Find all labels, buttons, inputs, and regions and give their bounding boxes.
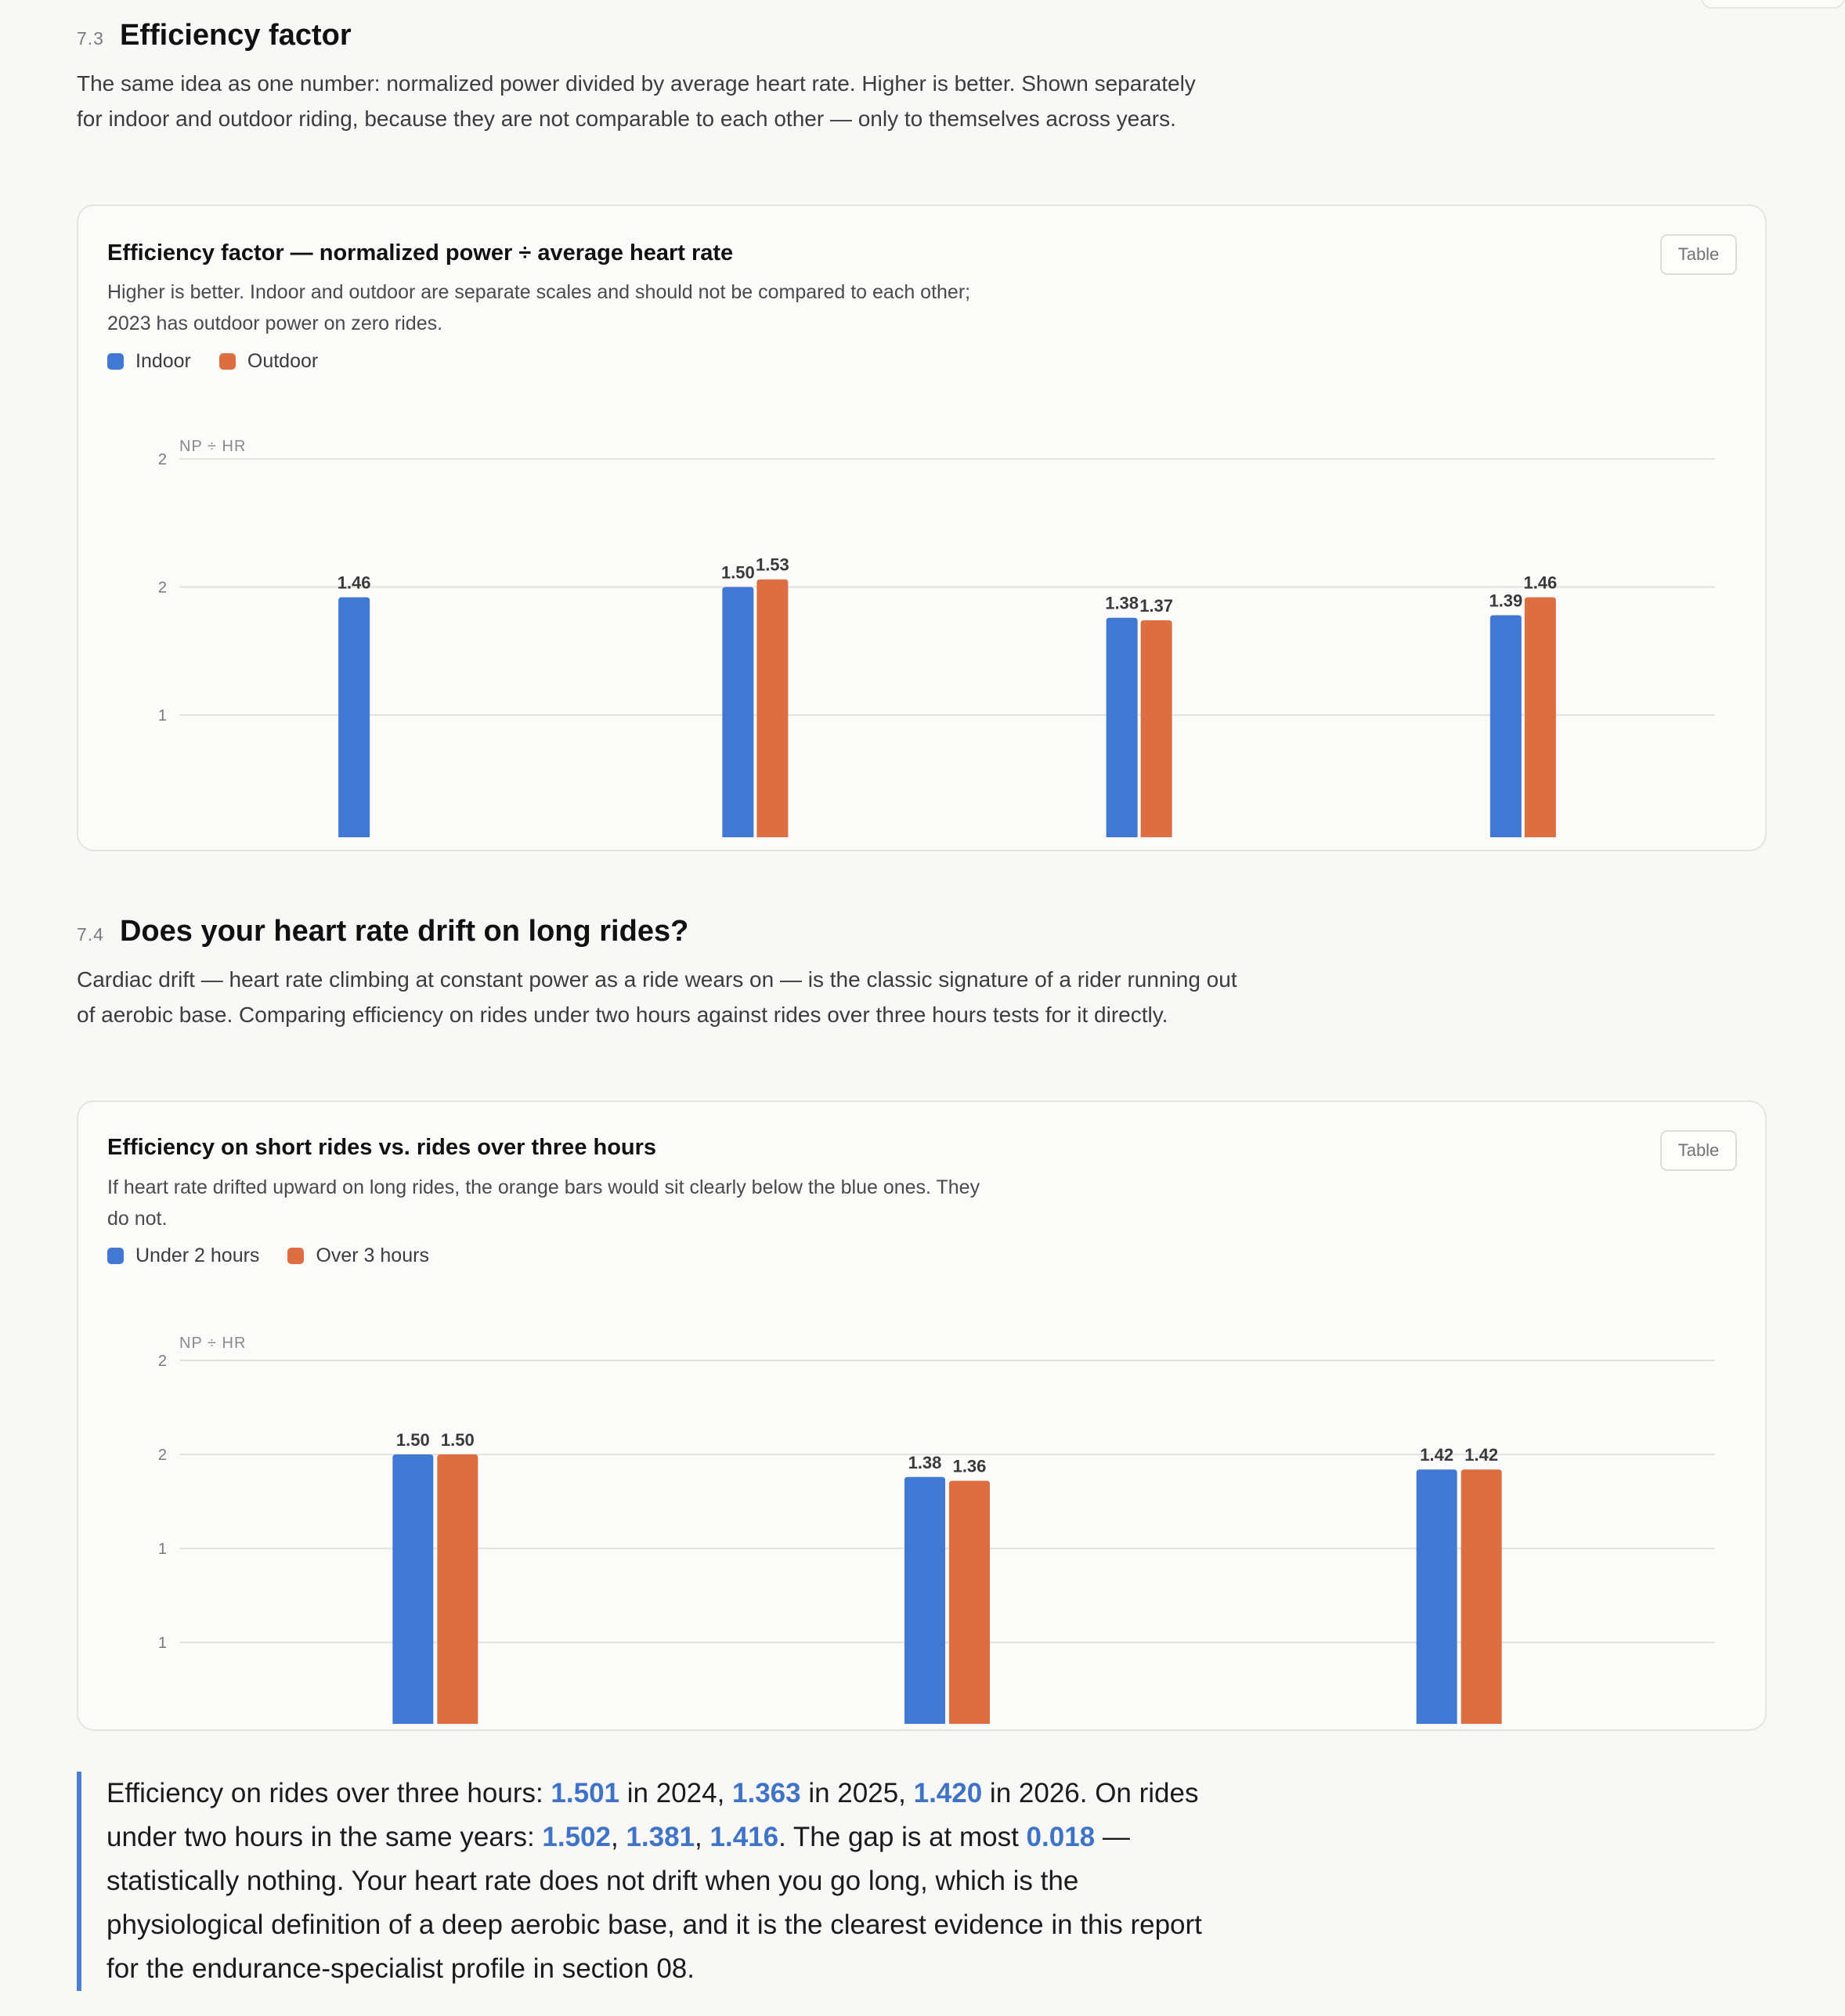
bar-value-label: 1.50 [441, 1430, 475, 1450]
callout-text: Efficiency on rides over three hours: [107, 1778, 551, 1808]
callout-text: in 2025, [800, 1778, 914, 1808]
card-subtitle-line-2: 2023 has outdoor power on zero rides. [107, 313, 443, 334]
callout-text: — statistically nothing. Your heart rate… [107, 1822, 1202, 1984]
y-tick-label: 2 [158, 451, 167, 468]
card-subtitle-line-2: do not. [107, 1208, 168, 1230]
section-heart-rate-drift: 7.4 Does your heart rate drift on long r… [77, 915, 1768, 1032]
bar-value-label: 1.53 [756, 555, 789, 575]
bar-under-2-hours-2026 [1416, 1469, 1457, 1724]
bar-value-label: 1.42 [1420, 1445, 1453, 1465]
bar-value-label: 1.42 [1464, 1445, 1498, 1465]
y-tick-label: 1 [158, 1541, 167, 1558]
chart-legend: Indoor Outdoor [107, 350, 346, 373]
section-heading: 7.3 Efficiency factor [77, 19, 1768, 52]
drift-conclusion-callout: Efficiency on rides over three hours: 1.… [77, 1772, 1236, 1991]
section-title: Efficiency factor [119, 19, 352, 52]
bar-outdoor-2025 [1140, 620, 1172, 837]
bar-outdoor-2026 [1524, 597, 1556, 837]
section-paragraph: The same idea as one number: normalized … [77, 71, 1196, 131]
section-paragraph: Cardiac drift — heart rate climbing at c… [77, 967, 1237, 1027]
bar-over-3-hours-2024 [437, 1454, 478, 1724]
legend-swatch-indoor [107, 353, 124, 370]
callout-text: in 2024, [619, 1778, 733, 1808]
y-tick-label: 1 [158, 1635, 167, 1652]
bar-over-3-hours-2025 [949, 1480, 990, 1724]
y-tick-label: 2 [158, 580, 167, 597]
callout-value: 1.416 [709, 1822, 779, 1852]
bar-outdoor-2024 [756, 579, 789, 837]
callout-text: in 2026. On rides under two hours in the… [107, 1778, 1199, 1852]
legend-label-indoor: Indoor [135, 350, 191, 372]
card-title: Efficiency on short rides vs. rides over… [107, 1135, 657, 1160]
efficiency-factor-bar-chart: NP ÷ HR011221.4620231.501.5320241.381.37… [158, 438, 1715, 838]
callout-value: 1.381 [626, 1822, 695, 1852]
card-subtitle: If heart rate drifted upward on long rid… [107, 1172, 1149, 1234]
bar-indoor-2023 [338, 597, 370, 837]
card-subtitle: Higher is better. Indoor and outdoor are… [107, 276, 1149, 339]
bar-value-label: 1.50 [396, 1430, 430, 1450]
callout-value: 1.502 [542, 1822, 611, 1852]
callout-text: . The gap is at most [778, 1822, 1027, 1852]
bar-under-2-hours-2024 [392, 1454, 434, 1724]
chart-card-efficiency-factor: Efficiency factor — normalized power ÷ a… [77, 204, 1767, 851]
callout-value: 1.501 [551, 1778, 620, 1808]
bar-over-3-hours-2026 [1460, 1469, 1502, 1724]
chart-card-short-vs-long-rides: Efficiency on short rides vs. rides over… [77, 1100, 1767, 1731]
card-title: Efficiency factor — normalized power ÷ a… [107, 240, 734, 266]
y-tick-label: 1 [158, 707, 167, 724]
bar-value-label: 1.38 [1105, 594, 1139, 613]
bar-value-label: 1.46 [1523, 573, 1557, 593]
callout-text: , [611, 1822, 626, 1852]
legend-swatch-outdoor [218, 353, 236, 370]
bar-value-label: 1.38 [908, 1453, 942, 1472]
y-tick-label: 2 [158, 1353, 167, 1370]
y-axis-label: NP ÷ HR [179, 1335, 246, 1352]
callout-value: 1.363 [732, 1778, 801, 1808]
legend-item-indoor: Indoor [107, 350, 191, 373]
bar-value-label: 1.36 [953, 1457, 987, 1476]
legend-item-outdoor: Outdoor [218, 350, 319, 373]
bar-value-label: 1.39 [1489, 591, 1522, 610]
section-heading: 7.4 Does your heart rate drift on long r… [77, 915, 1768, 948]
legend-label-over-3-hours: Over 3 hours [316, 1245, 429, 1266]
legend-item-over-3-hours: Over 3 hours [287, 1245, 429, 1267]
table-toggle-button[interactable]: Table [1660, 1130, 1737, 1171]
y-tick-label: 1 [158, 836, 167, 838]
y-axis-label: NP ÷ HR [179, 438, 246, 455]
bar-value-label: 1.46 [338, 573, 371, 593]
table-toggle-button[interactable]: Table [1660, 234, 1737, 275]
legend-label-under-2-hours: Under 2 hours [135, 1245, 260, 1266]
legend-swatch-under-2-hours [107, 1248, 124, 1264]
card-subtitle-line-1: If heart rate drifted upward on long rid… [107, 1176, 980, 1198]
callout-text: , [695, 1822, 710, 1852]
bar-indoor-2026 [1489, 615, 1522, 837]
short-vs-long-rides-bar-chart: NP ÷ HR011221.501.5020241.381.3620251.42… [158, 1335, 1715, 1724]
callout-value: 1.420 [913, 1778, 983, 1808]
section-number: 7.4 [77, 924, 104, 945]
bar-indoor-2024 [722, 587, 754, 837]
legend-item-under-2-hours: Under 2 hours [107, 1245, 259, 1267]
bar-under-2-hours-2025 [904, 1476, 945, 1724]
bar-value-label: 1.50 [721, 563, 755, 583]
section-number: 7.3 [77, 28, 104, 49]
legend-label-outdoor: Outdoor [247, 350, 319, 372]
card-subtitle-line-1: Higher is better. Indoor and outdoor are… [107, 281, 971, 303]
bar-value-label: 1.37 [1139, 596, 1173, 616]
top-right-card-fragment [1701, 0, 1845, 9]
legend-swatch-over-3-hours [287, 1248, 305, 1264]
bar-indoor-2025 [1106, 617, 1138, 837]
chart-legend: Under 2 hours Over 3 hours [107, 1245, 457, 1267]
callout-value: 0.018 [1026, 1822, 1096, 1852]
y-tick-label: 2 [158, 1447, 167, 1464]
section-efficiency-factor: 7.3 Efficiency factor The same idea as o… [77, 19, 1768, 136]
section-title: Does your heart rate drift on long rides… [119, 915, 689, 948]
